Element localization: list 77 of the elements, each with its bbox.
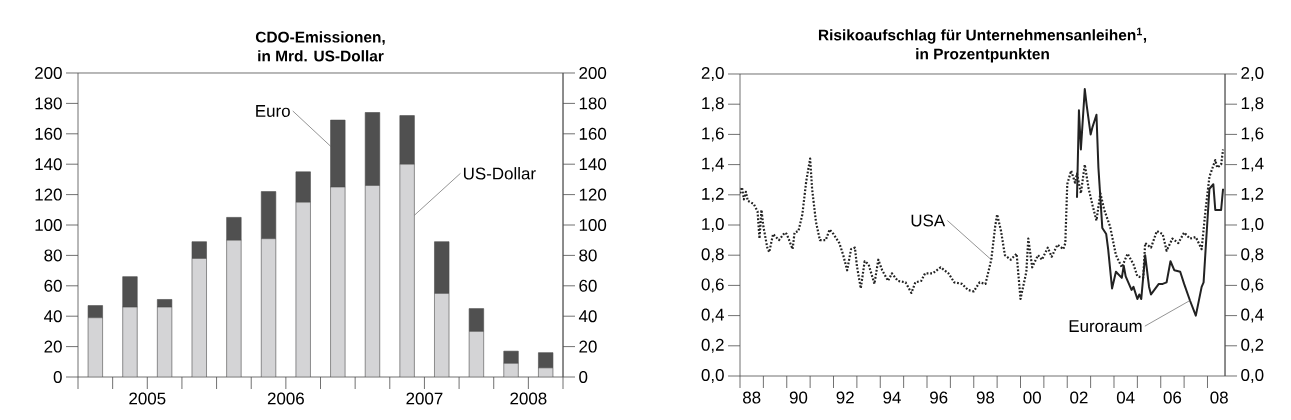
x-tick-label: 2006: [267, 392, 304, 405]
y2-tick-label: 80: [579, 249, 597, 262]
y2-tick-label: 2,0: [1241, 67, 1264, 81]
x-tick-label: 02: [1070, 391, 1088, 404]
y-tick-label: 20: [44, 340, 62, 353]
y-tick-label: 80: [44, 249, 62, 262]
y2-tick-label: 1,2: [1241, 187, 1264, 202]
y-tick-label: 200: [35, 67, 62, 79]
y2-tick-label: 100: [579, 219, 607, 231]
bar: [191, 241, 207, 259]
y-tick-label: 140: [35, 158, 62, 171]
y2-tick-label: 180: [579, 97, 607, 110]
y-tick-label: 60: [44, 279, 62, 292]
series-label: Euroraum: [1069, 320, 1142, 333]
x-tick-label: 04: [1116, 391, 1135, 404]
x-tick-label: 90: [789, 391, 808, 404]
y-tick-label: 0,0: [701, 369, 724, 383]
text: Euro: [256, 105, 290, 117]
y-tick-label: 0,2: [701, 338, 724, 353]
y2-tick-label: 1,0: [1241, 218, 1264, 232]
y2-tick-label: 0,0: [1241, 369, 1264, 383]
chart-subtitle: in Prozentpunkten: [916, 48, 1049, 63]
x-tick-label: 08: [1210, 391, 1228, 404]
y2-tick-label: 0: [579, 371, 588, 383]
bar: [226, 217, 242, 241]
y2-tick-label: 200: [579, 67, 607, 79]
y-tick-label: 120: [35, 188, 62, 201]
y-tick-label: 0,8: [701, 248, 724, 263]
x-tick-label: 2007: [406, 392, 443, 405]
y2-tick-label: 160: [579, 127, 607, 140]
y2-tick-label: 1,8: [1241, 97, 1264, 112]
y-tick-label: 0,6: [701, 278, 724, 293]
y-tick-label: 1,8: [702, 97, 724, 112]
x-tick-label: 2005: [129, 392, 166, 405]
x-tick-label: 92: [836, 391, 854, 404]
y-tick-label: 0,4: [701, 308, 724, 323]
y-tick-label: 40: [44, 310, 62, 323]
bar: [295, 171, 311, 203]
bar: [226, 239, 242, 377]
x-tick-label: 94: [883, 391, 901, 404]
y-tick-label: 1,0: [702, 218, 724, 232]
x-tick-label: 2008: [510, 392, 547, 405]
y2-tick-label: 1,4: [1241, 157, 1264, 172]
y2-tick-label: 140: [579, 158, 607, 171]
x-tick-label: 88: [743, 391, 761, 404]
y2-tick-label: 0,4: [1241, 308, 1264, 323]
bar: [260, 191, 277, 239]
y2-tick-label: 0,8: [1241, 248, 1264, 263]
x-tick-label: 00: [1023, 391, 1041, 404]
y-tick-label: 1,2: [702, 187, 724, 202]
chart-title: CDO-Emissionen,: [255, 31, 385, 45]
x-tick-label: 98: [976, 391, 995, 404]
y-tick-label: 0: [53, 371, 62, 383]
y2-tick-label: 0,6: [1241, 278, 1264, 293]
y2-tick-label: 20: [579, 340, 597, 353]
bar: [122, 306, 138, 377]
x-tick-label: 96: [930, 391, 948, 404]
y-tick-label: 1,4: [702, 157, 724, 172]
y-tick-label: 180: [35, 97, 62, 110]
bar: [434, 241, 450, 294]
chart-subtitle: in Mrd. US-Dollar: [258, 50, 384, 62]
bar: [503, 350, 519, 364]
x-tick-label: 06: [1163, 391, 1182, 404]
y-tick-label: 2,0: [701, 67, 724, 81]
text: USA: [911, 214, 946, 227]
bar: [122, 276, 138, 308]
y-tick-label: 1,6: [702, 127, 724, 142]
bar: [468, 308, 484, 332]
y2-tick-label: 40: [578, 310, 597, 323]
text: US-Dollar: [463, 167, 536, 180]
bar: [399, 163, 415, 377]
y2-tick-label: 0,2: [1241, 338, 1264, 353]
y-tick-label: 100: [35, 219, 62, 231]
y2-tick-label: 120: [579, 188, 607, 201]
y-tick-label: 160: [35, 127, 62, 140]
y2-tick-label: 1,6: [1241, 127, 1264, 142]
y2-tick-label: 60: [579, 279, 597, 292]
